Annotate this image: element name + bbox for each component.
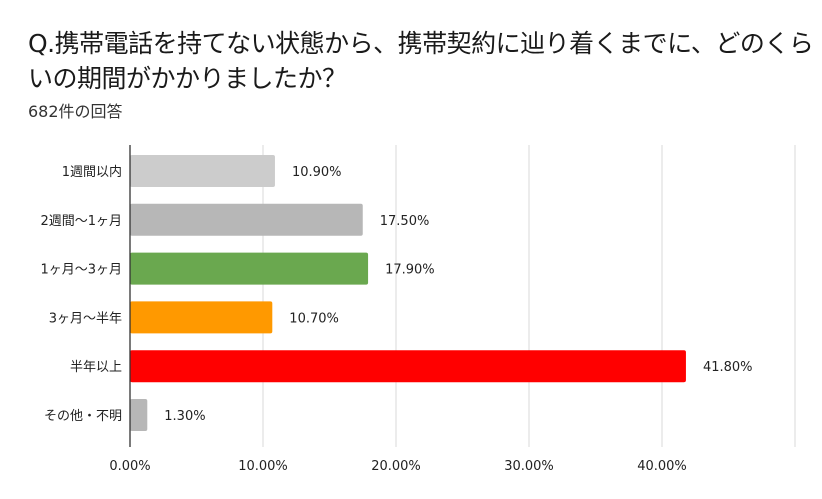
category-label: その他・不明: [44, 409, 122, 424]
chart-title: Q.携帯電話を持てない状態から、携帯契約に辿り着くまでに、どのくらいの期間がかか…: [28, 29, 814, 93]
data-label: 17.90%: [385, 263, 435, 278]
category-label: 3ヶ月〜半年: [49, 311, 122, 326]
x-tick-label: 40.00%: [637, 459, 687, 474]
data-label: 17.50%: [380, 214, 430, 229]
data-label: 1.30%: [164, 409, 205, 424]
category-label: 1ヶ月〜3ヶ月: [40, 263, 122, 278]
data-label: 41.80%: [703, 360, 753, 375]
bar: [130, 155, 275, 187]
bar: [130, 350, 686, 383]
data-label: 10.90%: [292, 165, 342, 180]
x-tick-label: 0.00%: [109, 459, 150, 474]
bar: [130, 399, 148, 431]
x-tick-label: 30.00%: [504, 459, 554, 474]
bar: [130, 301, 273, 334]
category-label: 半年以上: [70, 360, 122, 375]
bar: [130, 252, 369, 285]
data-label: 10.70%: [289, 311, 339, 326]
category-label: 2週間〜1ヶ月: [40, 214, 122, 229]
bar: [130, 203, 363, 236]
response-count: 682件の回答: [28, 102, 123, 121]
category-label: 1週間以内: [62, 164, 122, 180]
x-tick-label: 20.00%: [371, 459, 421, 474]
x-tick-label: 10.00%: [238, 459, 288, 474]
